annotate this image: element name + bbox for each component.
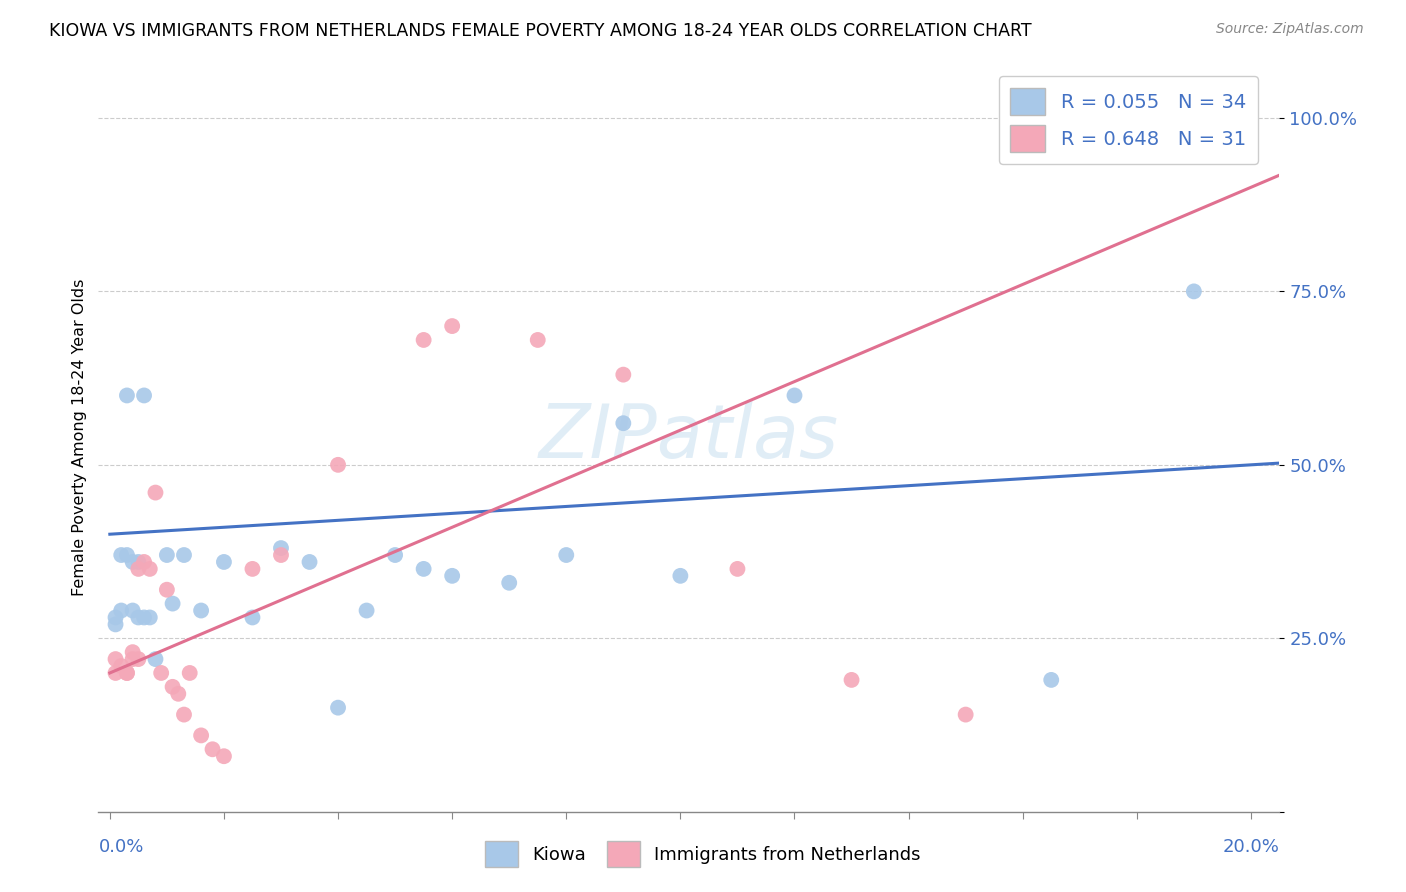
- Point: [104, 665, 127, 680]
- Point: [179, 665, 201, 680]
- Point: [201, 742, 224, 756]
- Point: [121, 555, 143, 569]
- Point: [104, 617, 127, 632]
- Point: [326, 700, 349, 714]
- Point: [384, 548, 406, 562]
- Point: [127, 610, 149, 624]
- Point: [132, 555, 155, 569]
- Point: [173, 548, 195, 562]
- Text: 0.0%: 0.0%: [98, 838, 143, 855]
- Point: [145, 485, 167, 500]
- Point: [412, 562, 434, 576]
- Point: [356, 603, 378, 617]
- Text: 20.0%: 20.0%: [1223, 838, 1279, 855]
- Point: [441, 319, 464, 334]
- Point: [173, 707, 195, 722]
- Point: [127, 562, 149, 576]
- Point: [1040, 673, 1063, 687]
- Point: [412, 333, 434, 347]
- Point: [1182, 285, 1205, 299]
- Point: [121, 603, 143, 617]
- Point: [110, 603, 132, 617]
- Point: [212, 555, 235, 569]
- Point: [955, 707, 977, 722]
- Point: [841, 673, 863, 687]
- Point: [526, 333, 548, 347]
- Legend: Kiowa, Immigrants from Netherlands: Kiowa, Immigrants from Netherlands: [478, 834, 928, 874]
- Text: Source: ZipAtlas.com: Source: ZipAtlas.com: [1216, 22, 1364, 37]
- Point: [156, 548, 179, 562]
- Point: [270, 548, 292, 562]
- Point: [104, 610, 127, 624]
- Point: [725, 562, 748, 576]
- Point: [441, 569, 464, 583]
- Point: [121, 645, 143, 659]
- Text: KIOWA VS IMMIGRANTS FROM NETHERLANDS FEMALE POVERTY AMONG 18-24 YEAR OLDS CORREL: KIOWA VS IMMIGRANTS FROM NETHERLANDS FEM…: [49, 22, 1032, 40]
- Legend: R = 0.055   N = 34, R = 0.648   N = 31: R = 0.055 N = 34, R = 0.648 N = 31: [998, 76, 1258, 164]
- Point: [162, 597, 184, 611]
- Point: [139, 610, 162, 624]
- Point: [326, 458, 349, 472]
- Point: [115, 665, 138, 680]
- Point: [127, 555, 149, 569]
- Point: [104, 652, 127, 666]
- Point: [156, 582, 179, 597]
- Point: [139, 562, 162, 576]
- Point: [110, 548, 132, 562]
- Point: [498, 575, 520, 590]
- Point: [132, 388, 155, 402]
- Point: [242, 562, 264, 576]
- Text: ZIPatlas: ZIPatlas: [538, 401, 839, 473]
- Point: [190, 603, 212, 617]
- Point: [121, 652, 143, 666]
- Point: [115, 388, 138, 402]
- Point: [110, 659, 132, 673]
- Point: [612, 416, 634, 430]
- Point: [132, 610, 155, 624]
- Point: [555, 548, 578, 562]
- Point: [127, 652, 149, 666]
- Point: [145, 652, 167, 666]
- Point: [783, 388, 806, 402]
- Point: [212, 749, 235, 764]
- Point: [162, 680, 184, 694]
- Y-axis label: Female Poverty Among 18-24 Year Olds: Female Poverty Among 18-24 Year Olds: [72, 278, 87, 596]
- Point: [669, 569, 692, 583]
- Point: [612, 368, 634, 382]
- Point: [242, 610, 264, 624]
- Point: [115, 548, 138, 562]
- Point: [167, 687, 190, 701]
- Point: [298, 555, 321, 569]
- Point: [150, 665, 173, 680]
- Point: [270, 541, 292, 555]
- Point: [190, 728, 212, 742]
- Point: [115, 665, 138, 680]
